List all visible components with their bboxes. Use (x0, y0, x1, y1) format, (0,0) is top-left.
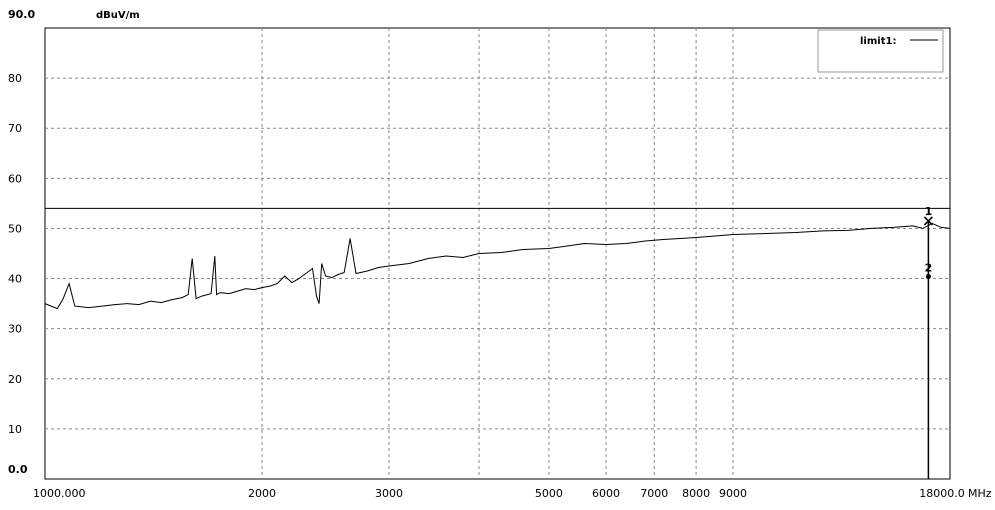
marker-1-label: 1 (925, 205, 933, 218)
x-axis-unit-label: MHz (968, 487, 992, 500)
y-axis-unit-label: dBuV/m (96, 10, 140, 21)
y-tick-label: 70 (8, 122, 22, 135)
legend: limit1: (817, 29, 944, 73)
marker-2-label: 2 (925, 262, 933, 275)
x-tick-label: 2000 (248, 487, 276, 500)
y-tick-label: 50 (8, 222, 22, 235)
x-tick-label: 6000 (592, 487, 620, 500)
y-tick-label: 20 (8, 373, 22, 386)
x-tick-labels: 1000.000 2000 3000 5000 6000 7000 8000 9000 1800… (33, 487, 965, 500)
marker-2-symbol (925, 274, 931, 280)
y-tick-label: 90.0 (8, 8, 35, 21)
y-tick-label: 30 (8, 323, 22, 336)
grid (45, 28, 950, 479)
x-tick-label: 3000 (375, 487, 403, 500)
x-tick-label: 5000 (535, 487, 563, 500)
x-tick-label: 9000 (719, 487, 747, 500)
x-tick-label: 18000.0 (919, 487, 965, 500)
legend-box (817, 29, 944, 73)
y-tick-label: 0.0 (8, 463, 28, 476)
x-tick-label: 7000 (640, 487, 668, 500)
x-tick-label: 8000 (682, 487, 710, 500)
plot-area (44, 27, 951, 480)
x-tick-label: 1000.000 (33, 487, 86, 500)
series-line-trace (44, 222, 951, 310)
y-tick-labels: 0.0 10 20 30 40 50 60 70 80 90.0 (8, 8, 35, 476)
y-tick-label: 80 (8, 72, 22, 85)
marker-1-symbol (923, 216, 933, 226)
y-tick-label: 40 (8, 273, 22, 286)
y-tick-label: 10 (8, 423, 22, 436)
markers: 12 (923, 205, 933, 479)
legend-label-limit1: limit1: (860, 36, 896, 47)
y-tick-label: 60 (8, 172, 22, 185)
